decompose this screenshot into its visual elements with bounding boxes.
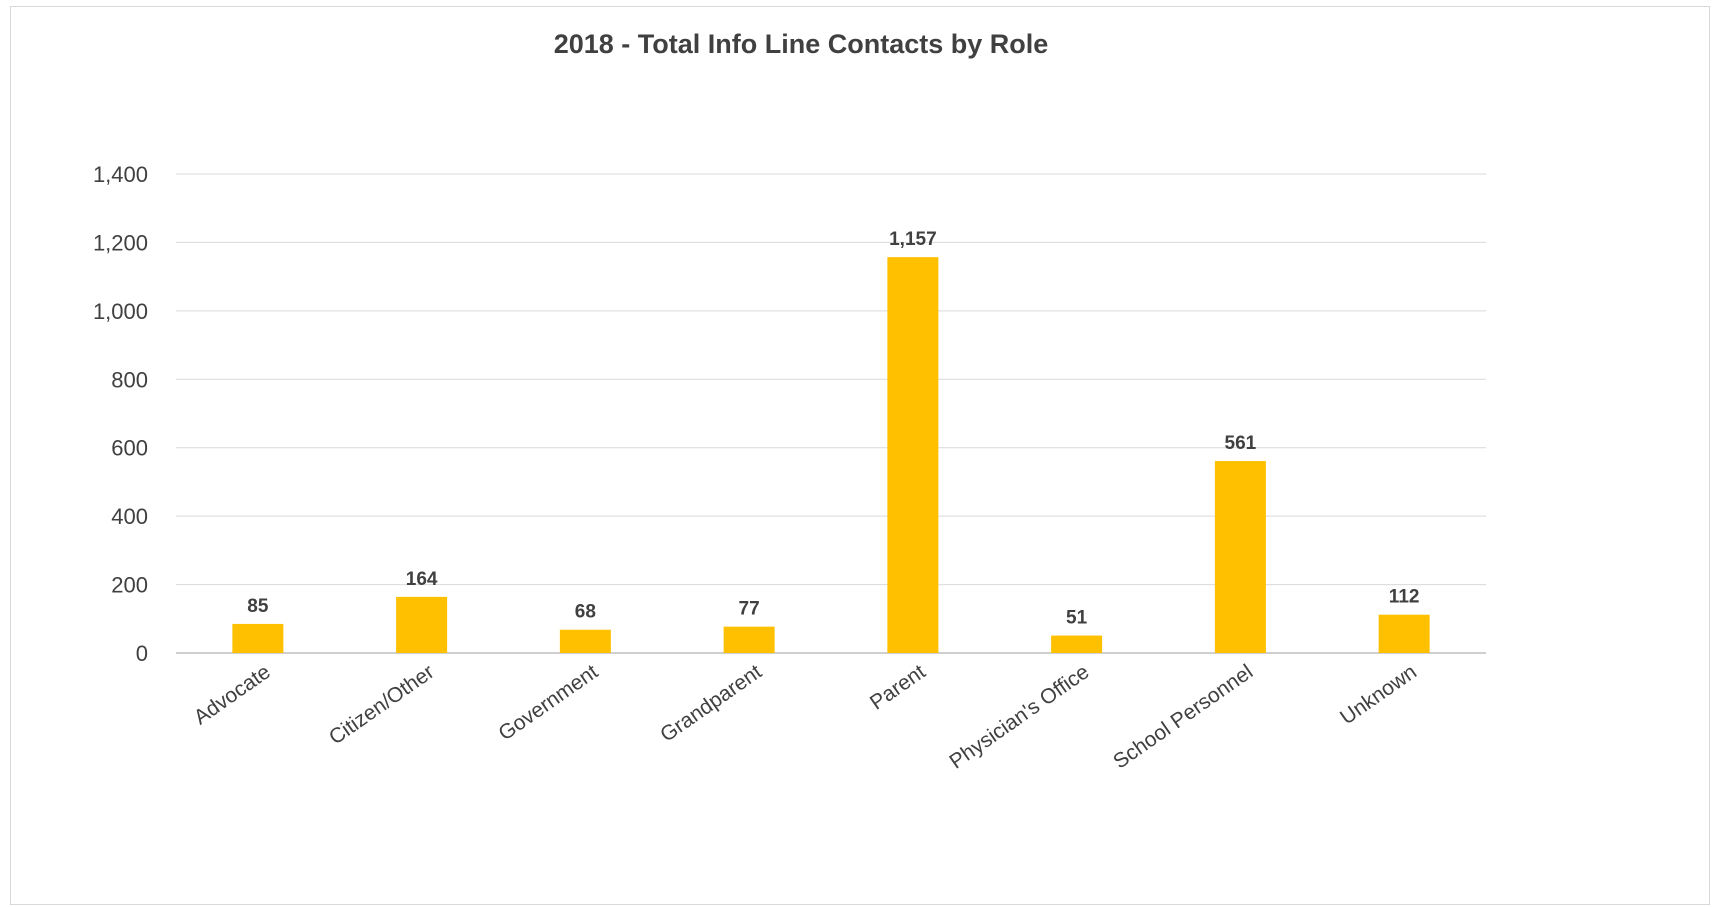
- y-tick-label: 200: [111, 573, 148, 598]
- y-tick-label: 600: [111, 436, 148, 461]
- data-label: 51: [1066, 608, 1088, 629]
- data-label: 164: [406, 569, 438, 590]
- x-category-label: Citizen/Other: [325, 660, 439, 749]
- chart-title: 2018 - Total Info Line Contacts by Role: [553, 29, 1049, 59]
- bar: [396, 596, 448, 653]
- x-category-label: Grandparent: [656, 660, 766, 747]
- bar: [1051, 635, 1103, 653]
- data-label: 68: [575, 602, 596, 623]
- x-category-label: Government: [494, 660, 602, 745]
- data-label: 561: [1225, 433, 1257, 454]
- bar: [887, 257, 939, 653]
- bar: [232, 623, 284, 653]
- chart-frame: 2018 - Total Info Line Contacts by Role: [10, 6, 1710, 905]
- y-axis-ticks: 0 200 400 600 800 1,000 1,200 1,400: [93, 162, 148, 666]
- x-axis-categories: Advocate Citizen/Other Government Grandpare…: [190, 660, 1421, 773]
- gridlines: [176, 173, 1486, 654]
- x-category-label: School Personnel: [1109, 660, 1257, 773]
- y-tick-label: 1,400: [93, 162, 148, 187]
- bar: [1378, 614, 1430, 653]
- y-tick-label: 1,000: [93, 299, 148, 324]
- bars: [232, 257, 1430, 653]
- data-label: 77: [739, 599, 760, 620]
- y-tick-label: 400: [111, 504, 148, 529]
- data-label: 112: [1389, 587, 1420, 608]
- y-tick-label: 0: [136, 641, 148, 666]
- bar: [1214, 461, 1266, 653]
- bar: [723, 626, 775, 653]
- x-category-label: Advocate: [190, 660, 275, 729]
- data-label: 85: [247, 596, 269, 617]
- data-labels: 85 164 68 77 1,157 51 561 112: [247, 229, 1419, 628]
- x-category-label: Parent: [866, 660, 930, 714]
- y-tick-label: 800: [111, 367, 148, 392]
- x-category-label: Unknown: [1336, 660, 1421, 729]
- y-tick-label: 1,200: [93, 230, 148, 255]
- bar: [559, 629, 611, 653]
- x-category-label: Physician's Office: [945, 660, 1093, 773]
- data-label: 1,157: [889, 229, 937, 250]
